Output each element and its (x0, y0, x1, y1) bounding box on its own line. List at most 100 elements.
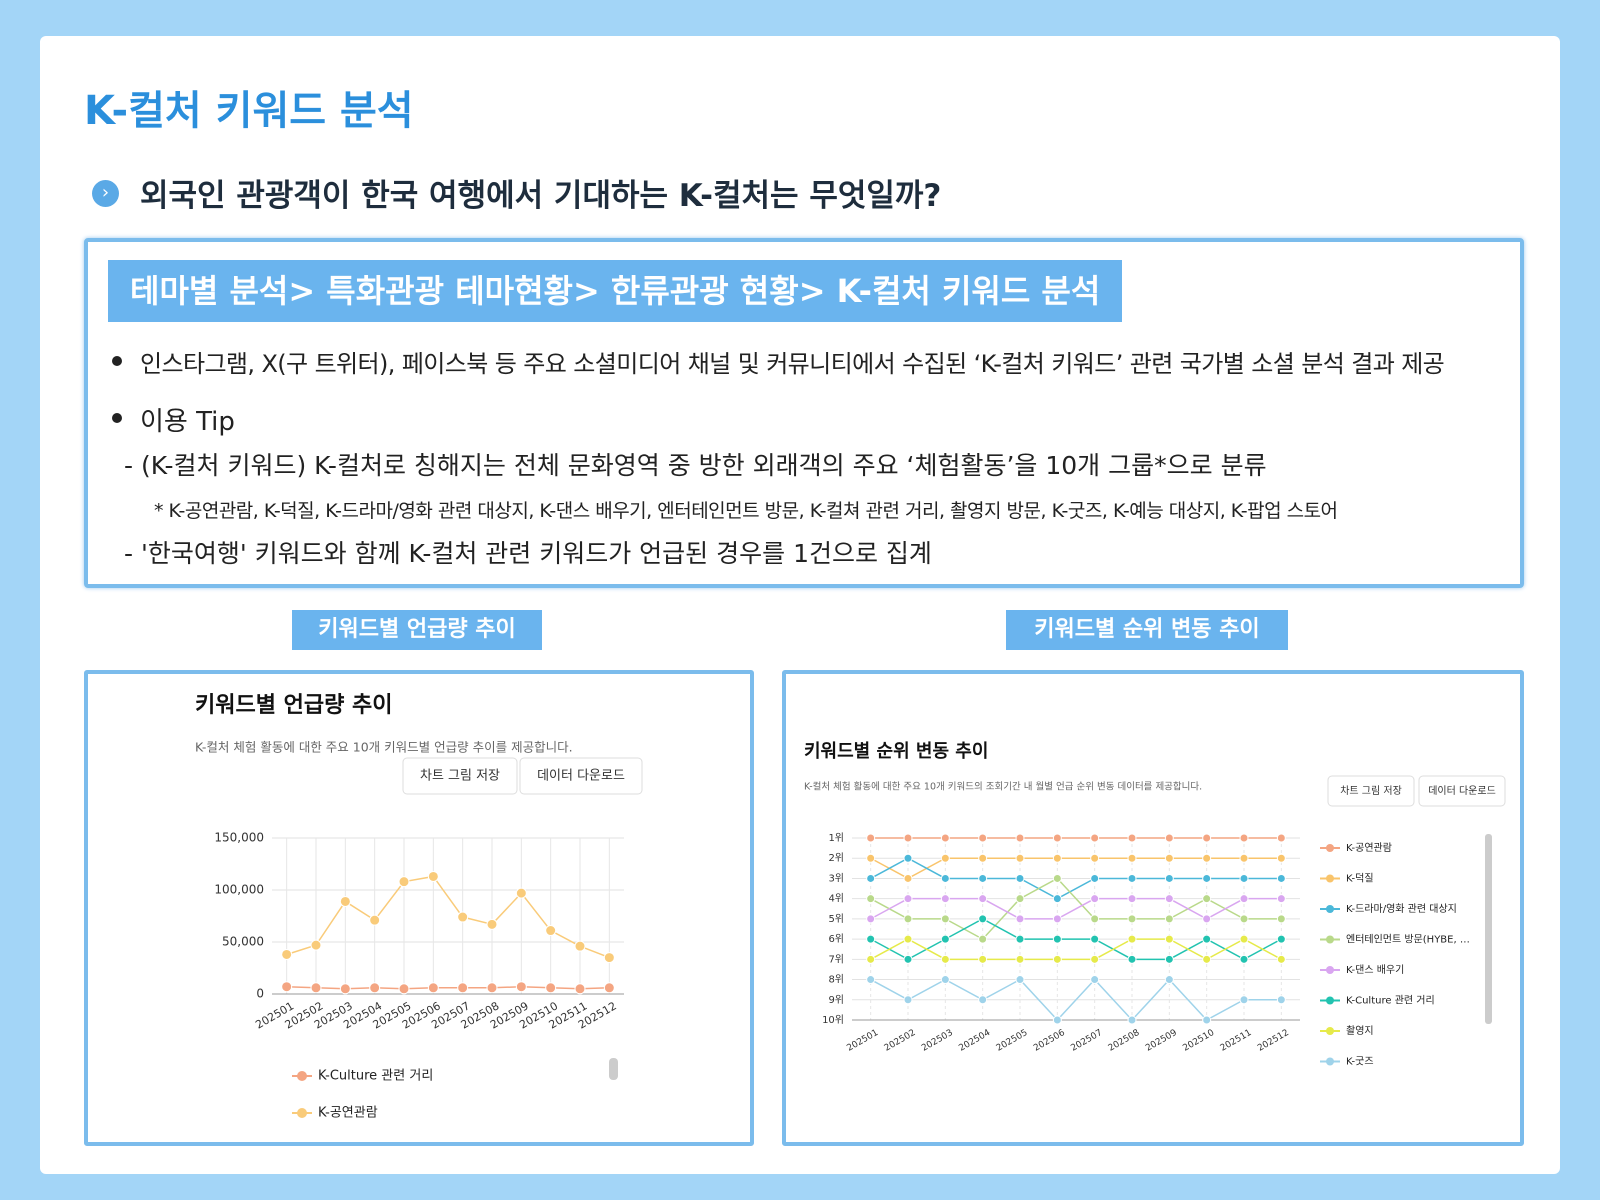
breadcrumb: 테마별 분석> 특화관광 테마현황> 한류관광 현황> K-컬처 키워드 분석 (108, 260, 1123, 322)
point (903, 995, 913, 1005)
legend-marker (1326, 1057, 1334, 1066)
point (545, 982, 557, 994)
point (866, 853, 876, 863)
chart-panel (84, 670, 754, 1146)
point (940, 934, 950, 944)
chart-title: 키워드별 언급량 추이 (195, 693, 392, 718)
button-label[interactable]: 차트 그림 저장 (1340, 785, 1402, 797)
point (1202, 873, 1212, 883)
legend-label: K-굿즈 (1346, 1056, 1374, 1068)
point (866, 975, 876, 985)
point (1202, 934, 1212, 944)
point (978, 914, 988, 924)
point (940, 833, 950, 843)
point (1127, 954, 1137, 964)
series-line (870, 938, 1282, 961)
button-label[interactable]: 차트 그림 저장 (420, 769, 500, 784)
point (369, 914, 381, 926)
point (281, 981, 293, 993)
point (1127, 853, 1137, 863)
point (1164, 975, 1174, 985)
point (978, 954, 988, 964)
point (1239, 934, 1249, 944)
point (310, 982, 322, 994)
y-tick-label: 0 (256, 987, 264, 1001)
point (978, 833, 988, 843)
point (1015, 873, 1025, 883)
y-tick-label: 8위 (828, 973, 844, 986)
point (369, 982, 381, 994)
point (1164, 934, 1174, 944)
y-tick-label: 7위 (828, 952, 844, 965)
chart-subtitle: K-컬처 체험 활동에 대한 주요 10개 키워드별 언급량 추이를 제공합니다… (195, 740, 573, 755)
point (1015, 833, 1025, 843)
x-tick-label: 202512 (1256, 1028, 1291, 1054)
point (1239, 894, 1249, 904)
point (1202, 833, 1212, 843)
point (1276, 873, 1286, 883)
point (903, 833, 913, 843)
point (866, 833, 876, 843)
point (1276, 995, 1286, 1005)
legend-marker (1326, 1027, 1334, 1035)
point (940, 914, 950, 924)
point (866, 873, 876, 883)
button[interactable] (402, 757, 518, 795)
point (1127, 894, 1137, 904)
x-tick-label: 202501 (845, 1028, 880, 1054)
series-line (870, 857, 1282, 880)
page-title: K-컬처 키워드 분석 (84, 88, 414, 134)
point (515, 887, 527, 899)
series-line (870, 897, 1282, 920)
legend-marker (1326, 996, 1334, 1005)
bullet-dot (112, 413, 122, 423)
button-label[interactable]: 데이터 다운로드 (537, 769, 625, 784)
point (1052, 833, 1062, 843)
point (1127, 873, 1137, 883)
tab[interactable]: 키워드별 언급량 추이 (292, 610, 542, 650)
point (940, 975, 950, 985)
scrollbar (609, 1058, 618, 1080)
series-line (870, 877, 1282, 941)
point (1090, 954, 1100, 964)
point (1090, 873, 1100, 883)
point (1090, 975, 1100, 985)
point (866, 934, 876, 944)
button[interactable] (1327, 775, 1415, 807)
y-tick-label: 4위 (828, 892, 844, 905)
point (339, 895, 351, 907)
point (398, 876, 410, 888)
point (940, 954, 950, 964)
point (1202, 1015, 1212, 1025)
point (281, 948, 293, 960)
legend-marker (1326, 935, 1334, 944)
x-tick-label: 202502 (883, 1028, 918, 1054)
point (1202, 914, 1212, 924)
point (1090, 853, 1100, 863)
point (1052, 894, 1062, 904)
point (1276, 853, 1286, 863)
x-tick-label: 202511 (1219, 1028, 1254, 1054)
point (310, 939, 322, 951)
y-tick-label: 150,000 (214, 831, 264, 845)
point (1202, 853, 1212, 863)
legend-marker (1326, 874, 1334, 883)
x-tick-label: 202506 (1032, 1028, 1067, 1054)
tab[interactable]: 키워드별 순위 변동 추이 (1006, 610, 1288, 650)
button[interactable] (1418, 775, 1506, 807)
point (978, 894, 988, 904)
button[interactable] (519, 757, 643, 795)
legend-label: K-Culture 관련 거리 (1346, 995, 1435, 1007)
point (1015, 975, 1025, 985)
button-label[interactable]: 데이터 다운로드 (1428, 785, 1496, 797)
point (1276, 914, 1286, 924)
x-tick-label: 202510 (1181, 1028, 1216, 1054)
y-tick-label: 5위 (828, 912, 844, 925)
point (978, 934, 988, 944)
point (574, 983, 586, 995)
bullet: 인스타그램, X(구 트위터), 페이스북 등 주요 소셜미디어 채널 및 커뮤… (140, 350, 1445, 378)
point (903, 954, 913, 964)
point (903, 853, 913, 863)
point (1239, 873, 1249, 883)
y-tick-label: 3위 (828, 871, 844, 884)
